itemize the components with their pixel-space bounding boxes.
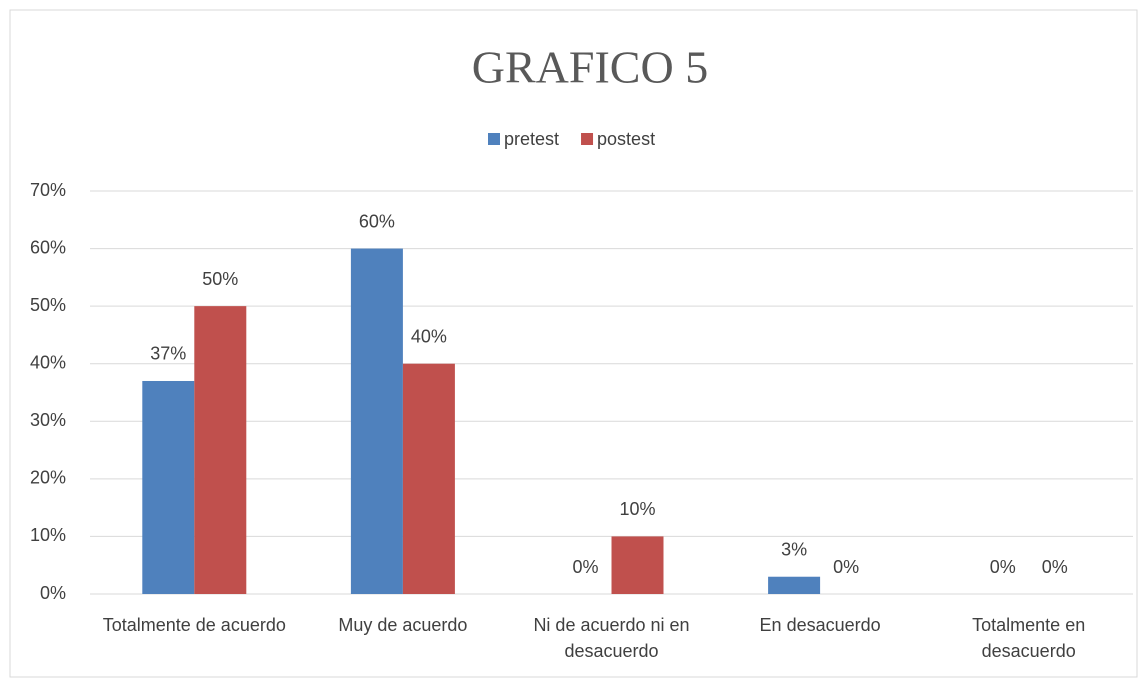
data-label: 0% xyxy=(990,557,1016,577)
y-tick-label: 20% xyxy=(30,468,66,488)
bar xyxy=(402,363,455,594)
x-tick-label: Totalmente de acuerdo xyxy=(102,615,286,635)
legend-label: postest xyxy=(597,129,655,149)
y-tick-label: 40% xyxy=(30,352,66,372)
legend-swatch xyxy=(581,133,594,145)
y-tick-label: 0% xyxy=(40,583,66,603)
y-tick-label: 60% xyxy=(30,237,66,257)
data-label: 3% xyxy=(781,539,807,559)
data-label: 0% xyxy=(572,557,598,577)
y-tick-label: 30% xyxy=(30,410,66,430)
data-label: 37% xyxy=(150,344,186,364)
bar xyxy=(611,536,664,594)
bar xyxy=(350,248,403,595)
chart-title: GRAFICO 5 xyxy=(472,42,708,93)
data-label: 60% xyxy=(359,211,395,231)
bar xyxy=(142,380,195,594)
data-label: 0% xyxy=(1042,557,1068,577)
x-tick-label: Ni de acuerdo ni en desacuerdo xyxy=(533,615,690,661)
y-tick-label: 70% xyxy=(30,180,66,200)
x-tick-label: Totalmente en desacuerdo xyxy=(972,615,1086,661)
y-tick-label: 10% xyxy=(30,525,66,545)
legend-swatch xyxy=(488,133,500,145)
data-label: 0% xyxy=(833,557,859,577)
x-tick-label: En desacuerdo xyxy=(759,615,881,635)
data-label: 40% xyxy=(411,326,447,346)
y-tick-label: 50% xyxy=(30,295,66,315)
bar xyxy=(768,576,821,594)
data-label: 50% xyxy=(202,269,238,289)
legend-label: pretest xyxy=(504,129,559,149)
bar xyxy=(194,306,247,594)
x-tick-label: Muy de acuerdo xyxy=(338,615,468,635)
data-label: 10% xyxy=(619,499,655,519)
